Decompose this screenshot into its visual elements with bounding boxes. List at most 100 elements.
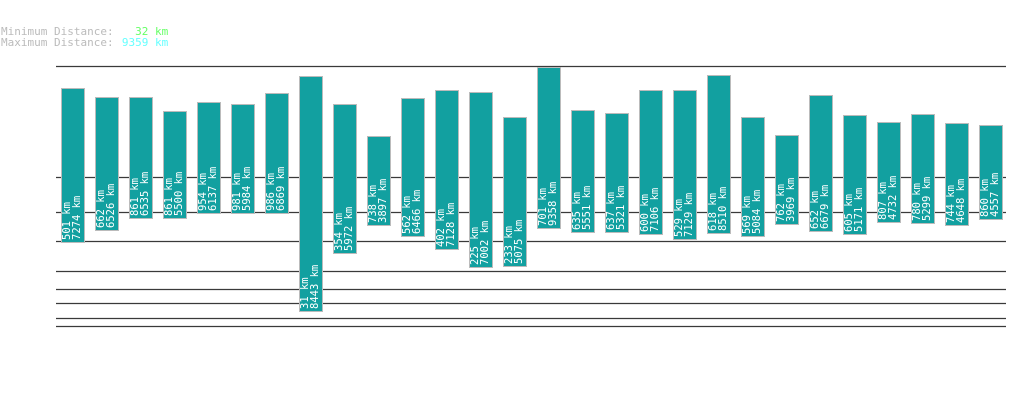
bar-min-label: 635 km: [571, 192, 583, 230]
bar-max-label: 5299 km: [921, 177, 933, 221]
bar-min-label: 701 km: [537, 188, 549, 226]
bar-max-label: 4648 km: [955, 179, 967, 223]
bar-max-label: 6869 km: [275, 167, 287, 211]
bar: [503, 117, 527, 267]
bar-min-label: 861 km: [129, 178, 141, 216]
bar-min-label: 637 km: [605, 192, 617, 230]
bar-max-label: 6466 km: [411, 190, 423, 234]
bar-max-label: 5500 km: [173, 172, 185, 216]
bar-min-label: 738 km: [367, 185, 379, 223]
bar: [95, 97, 119, 231]
bar: [979, 125, 1003, 220]
bar-min-label: 402 km: [435, 209, 447, 247]
bar: [571, 110, 595, 233]
bar-max-label: 9358 km: [547, 182, 559, 226]
bar-min-label: 860 km: [979, 179, 991, 217]
bar-min-label: 501 km: [61, 202, 73, 240]
bar-max-label: 7002 km: [479, 221, 491, 265]
bar-max-label: 5984 km: [241, 167, 253, 211]
bar-max-label: 6535 km: [139, 172, 151, 216]
max-distance-value: 9359 km: [121, 36, 169, 49]
bar: [129, 97, 153, 219]
min-distance-label: Minimum Distance:: [1, 25, 114, 38]
bar-min-label: 807 km: [877, 182, 889, 220]
bar: [435, 90, 459, 250]
bar: [877, 122, 901, 223]
bar: [231, 104, 255, 214]
bar-max-label: 3897 km: [377, 179, 389, 223]
bar: [945, 123, 969, 226]
bar-max-label: 7129 km: [683, 193, 695, 237]
bar-min-label: 662 km: [95, 190, 107, 228]
bar-max-label: 6679 km: [819, 185, 831, 229]
bar-min-label: 762 km: [775, 184, 787, 222]
bar-min-label: 652 km: [809, 191, 821, 229]
bar-min-label: 600 km: [639, 194, 651, 232]
bar-min-label: 529 km: [673, 199, 685, 237]
bar-max-label: 5171 km: [853, 188, 865, 232]
bar: [639, 90, 663, 235]
bar-min-label: 225 km: [469, 227, 481, 265]
bar: [605, 113, 629, 233]
bar-max-label: 7106 km: [649, 188, 661, 232]
bar-max-label: 7274 km: [71, 196, 83, 240]
bar-min-label: 605 km: [843, 194, 855, 232]
bar: [469, 92, 493, 268]
bar-min-label: 31 km: [299, 277, 311, 309]
bar: [163, 111, 187, 219]
max-distance-label: Maximum Distance:: [1, 36, 114, 49]
bar: [775, 135, 799, 225]
bar-max-label: 4557 km: [989, 173, 1001, 217]
bar-min-label: 954 km: [197, 173, 209, 211]
max-distance-row: Maximum Distance: 9359 km: [1, 37, 168, 48]
bar: [367, 136, 391, 226]
bar-max-label: 4732 km: [887, 176, 899, 220]
bar-max-label: 5321 km: [615, 186, 627, 230]
bar: [741, 117, 765, 237]
bar: [911, 114, 935, 224]
bar: [299, 76, 323, 312]
bar-min-label: 233 km: [503, 226, 515, 264]
bar: [673, 90, 697, 240]
bar: [401, 98, 425, 237]
bar: [197, 102, 221, 214]
bar: [265, 93, 289, 214]
bar-min-label: 861 km: [163, 178, 175, 216]
bar-min-label: 618 km: [707, 193, 719, 231]
bar-max-label: 5075 km: [513, 220, 525, 264]
bar-max-label: 7128 km: [445, 203, 457, 247]
bar-max-label: 5084 km: [751, 190, 763, 234]
bar-max-label: 6526 km: [105, 184, 117, 228]
bar-min-label: 986 km: [265, 173, 277, 211]
bar-max-label: 6137 km: [207, 167, 219, 211]
bar: [809, 95, 833, 232]
bar: [707, 75, 731, 234]
bar-min-label: 569 km: [741, 196, 753, 234]
bar: [61, 88, 85, 243]
